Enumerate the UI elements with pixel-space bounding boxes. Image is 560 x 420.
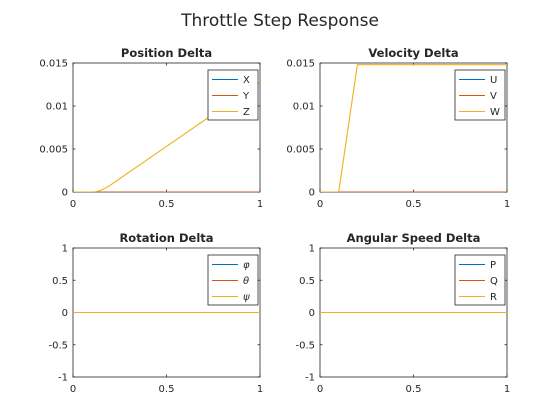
y-tick-label: -1 xyxy=(305,373,315,384)
x-tick-label: 0.5 xyxy=(159,199,175,210)
x-tick-label: 0.5 xyxy=(406,199,422,210)
y-tick-label: 0.01 xyxy=(46,102,68,113)
subplot-title: Rotation Delta xyxy=(119,231,213,245)
x-tick-label: 1 xyxy=(257,384,263,395)
y-tick-label: 0 xyxy=(309,308,315,319)
subplot-grid: 0 0.5 1 0 0.005 0.01 0.015 Position Delta XYZ 0 0.… xyxy=(39,46,510,395)
y-tick-label: 0.5 xyxy=(299,276,315,287)
y-tick-label: 0.015 xyxy=(286,59,315,70)
subplot-title: Velocity Delta xyxy=(368,46,458,60)
y-tick-label: 1 xyxy=(62,244,68,255)
x-tick-label: 0 xyxy=(317,199,323,210)
x-tick-label: 1 xyxy=(504,384,510,395)
legend-label-2: θ xyxy=(243,276,249,287)
legend-label-1: φ xyxy=(243,260,250,271)
legend-label-2: V xyxy=(490,91,497,102)
legend-label-1: P xyxy=(490,260,496,271)
y-tick-label: 0.015 xyxy=(39,59,68,70)
y-tick-label: -0.5 xyxy=(295,340,315,351)
x-tick-label: 0 xyxy=(70,384,76,395)
y-tick-label: -0.5 xyxy=(48,340,68,351)
y-tick-label: 0.005 xyxy=(286,145,315,156)
y-tick-label: 0.005 xyxy=(39,145,68,156)
legend-label-1: U xyxy=(490,75,497,86)
legend-label-3: R xyxy=(490,292,497,303)
y-tick-label: -1 xyxy=(58,373,68,384)
subplot-2: 0 0.5 1 0 0.005 0.01 0.015 Velocity Delta UVW xyxy=(286,46,510,210)
legend-label-3: Z xyxy=(243,107,250,118)
x-tick-label: 0.5 xyxy=(159,384,175,395)
subplot-1: 0 0.5 1 0 0.005 0.01 0.015 Position Delta XYZ xyxy=(39,46,263,210)
subplot-title: Angular Speed Delta xyxy=(347,231,481,245)
y-tick-label: 0.5 xyxy=(52,276,68,287)
x-tick-label: 0 xyxy=(317,384,323,395)
y-tick-label: 0.01 xyxy=(293,102,315,113)
x-tick-label: 1 xyxy=(257,199,263,210)
y-tick-label: 0 xyxy=(62,188,68,199)
series-line-3 xyxy=(320,64,507,192)
y-tick-label: 0 xyxy=(62,308,68,319)
figure-title: Throttle Step Response xyxy=(180,11,379,31)
subplot-title: Position Delta xyxy=(121,46,212,60)
subplot-3: 0 0.5 1 -1 -0.5 0 0.5 1 Rotation Delta φθψ xyxy=(48,231,263,395)
x-tick-label: 0 xyxy=(70,199,76,210)
y-tick-label: 1 xyxy=(309,244,315,255)
legend-label-3: ψ xyxy=(243,292,250,303)
x-tick-label: 0.5 xyxy=(406,384,422,395)
legend-label-1: X xyxy=(243,75,250,86)
legend-label-2: Q xyxy=(490,276,498,287)
legend-label-3: W xyxy=(490,107,500,118)
subplot-4: 0 0.5 1 -1 -0.5 0 0.5 1 Angular Speed Delta PQR xyxy=(295,231,510,395)
y-tick-label: 0 xyxy=(309,188,315,199)
legend-label-2: Y xyxy=(242,91,250,102)
x-tick-label: 1 xyxy=(504,199,510,210)
